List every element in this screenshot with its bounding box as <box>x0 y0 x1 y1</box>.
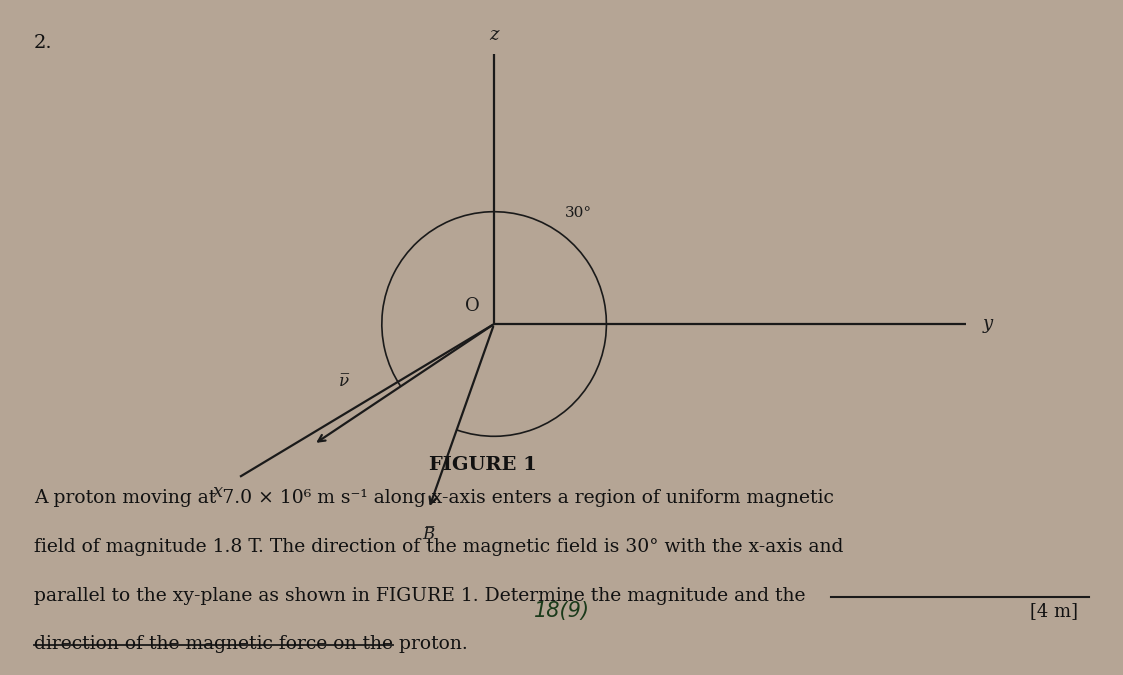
Text: field of magnitude 1.8 T. The direction of the magnetic field is 30° with the x-: field of magnitude 1.8 T. The direction … <box>34 538 843 556</box>
Text: FIGURE 1: FIGURE 1 <box>429 456 537 474</box>
Text: z: z <box>490 26 499 44</box>
Text: parallel to the xy-plane as shown in FIGURE 1. Determine the magnitude and the: parallel to the xy-plane as shown in FIG… <box>34 587 805 605</box>
Text: ν̅: ν̅ <box>339 373 349 390</box>
Text: O: O <box>465 297 480 315</box>
Text: B̅: B̅ <box>422 526 435 543</box>
Text: [4 m]: [4 m] <box>1030 602 1078 620</box>
Text: 30°: 30° <box>565 207 592 221</box>
Text: x: x <box>213 483 223 502</box>
Text: 2.: 2. <box>34 34 53 52</box>
Text: y: y <box>983 315 993 333</box>
Text: direction of the magnetic force on the proton.: direction of the magnetic force on the p… <box>34 635 467 653</box>
Text: 18(9): 18(9) <box>533 601 590 621</box>
Text: A proton moving at 7.0 × 10⁶ m s⁻¹ along x-axis enters a region of uniform magne: A proton moving at 7.0 × 10⁶ m s⁻¹ along… <box>34 489 833 508</box>
